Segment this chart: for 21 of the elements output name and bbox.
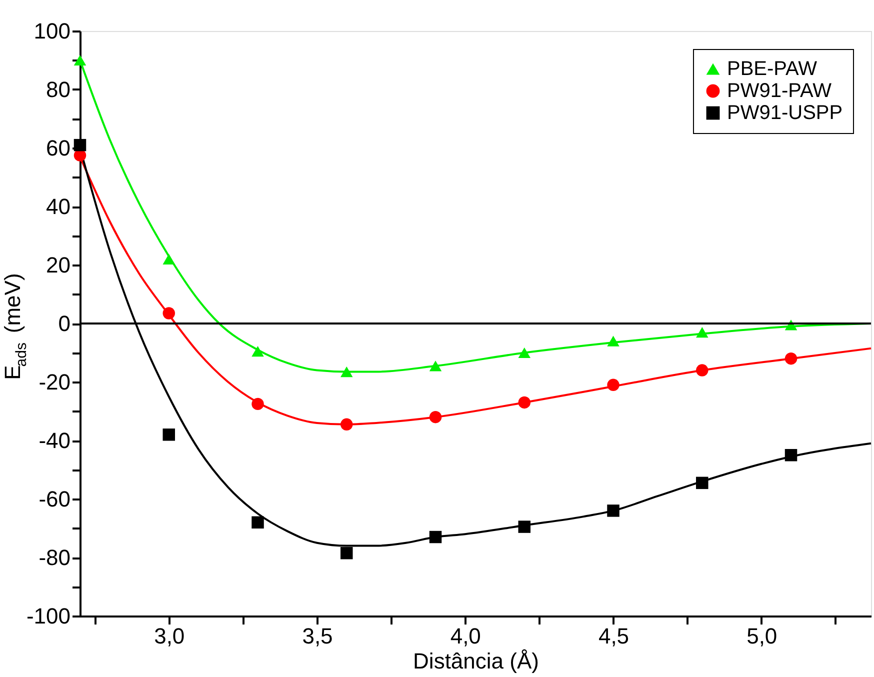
y-tick-label: -80 (38, 545, 70, 570)
y-tick-label: -100 (26, 604, 70, 628)
y-tick-label: 40 (46, 194, 70, 219)
y-tick-label: 80 (46, 77, 70, 102)
x-tick-label: 5,0 (746, 624, 778, 648)
x-axis-title: Distância (Å) (413, 648, 539, 674)
y-tick-label: 100 (34, 18, 70, 44)
y-tick-label: -20 (38, 370, 70, 394)
x-tick-label: 4,0 (450, 624, 481, 648)
y-tick-label: -60 (38, 486, 70, 512)
y-tick-label: 20 (46, 252, 70, 278)
legend-label: PBE-PAW (727, 58, 818, 80)
y-tick-label: -40 (38, 428, 70, 453)
y-axis-title: Eads (meV) (0, 273, 30, 380)
legend-label: PW91-USPP (727, 102, 843, 124)
x-tick-label: 4,5 (598, 624, 630, 648)
x-tick-label: 3,0 (154, 624, 185, 648)
y-tick-label: 0 (58, 311, 70, 336)
legend-label: PW91-PAW (727, 80, 832, 102)
y-tick-label: 60 (46, 136, 70, 160)
x-tick-label: 3,5 (302, 624, 333, 648)
